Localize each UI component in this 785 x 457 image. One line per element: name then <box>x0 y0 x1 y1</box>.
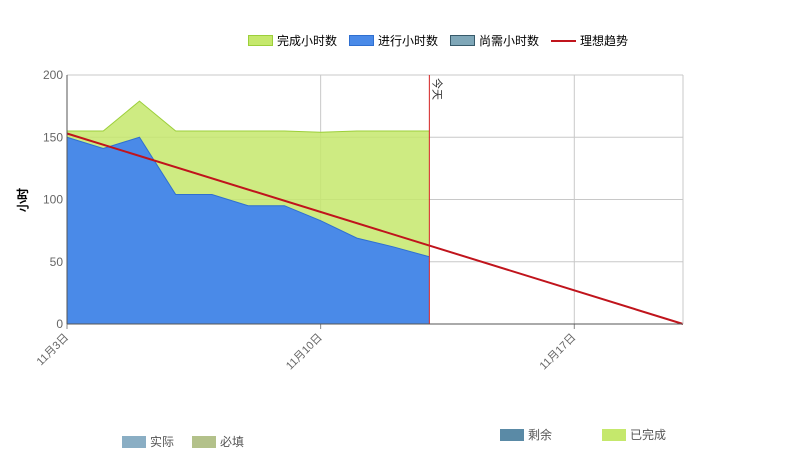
legend-item[interactable]: 理想趋势 <box>551 32 628 49</box>
y-axis-label: 小时 <box>15 188 30 212</box>
legend-swatch <box>450 35 476 46</box>
legend-item: 剩余 <box>500 426 552 443</box>
legend-label: 必填 <box>220 435 245 449</box>
y-tick-label: 100 <box>43 193 63 207</box>
legend-swatch <box>349 35 375 46</box>
legend-label: 已完成 <box>630 428 667 442</box>
x-tick-label: 11月10日 <box>284 332 325 373</box>
legend-swatch <box>192 435 217 448</box>
x-tick-label: 11月17日 <box>538 332 579 373</box>
today-marker-label: 今天 <box>430 78 444 100</box>
area-edge-2 <box>66 136 430 258</box>
legend-item: 必填 <box>192 433 244 450</box>
legend-label: 尚需小时数 <box>479 34 540 48</box>
ideal-trend-line <box>66 132 684 325</box>
legend-bottom-right: 剩余 已完成 <box>500 426 716 443</box>
legend-swatch <box>602 428 627 441</box>
legend-item[interactable]: 完成小时数 <box>248 32 337 49</box>
legend-item: 已完成 <box>602 426 666 443</box>
legend-item[interactable]: 进行小时数 <box>349 32 438 49</box>
legend-item[interactable]: 尚需小时数 <box>450 32 539 49</box>
area-series-2 <box>67 137 430 324</box>
y-tick-label: 0 <box>56 317 63 331</box>
legend-label: 进行小时数 <box>378 34 439 48</box>
x-tick-label: 11月3日 <box>35 332 71 368</box>
y-tick-label: 150 <box>43 130 63 144</box>
area-edge-1 <box>67 100 430 133</box>
y-tick-label: 50 <box>50 255 64 269</box>
legend-item: 实际 <box>122 433 174 450</box>
legend-bottom-left: 实际 必填 <box>122 433 262 450</box>
legend-label: 完成小时数 <box>277 34 338 48</box>
legend-swatch <box>500 428 524 441</box>
legend-swatch <box>551 39 577 42</box>
legend-swatch <box>248 35 273 46</box>
legend-top: 完成小时数 进行小时数 尚需小时数 理想趋势 <box>248 32 640 49</box>
legend-label: 理想趋势 <box>580 34 629 48</box>
legend-swatch <box>122 435 146 448</box>
legend-label: 实际 <box>150 435 175 449</box>
legend-label: 剩余 <box>528 428 553 442</box>
y-tick-label: 200 <box>43 68 63 82</box>
